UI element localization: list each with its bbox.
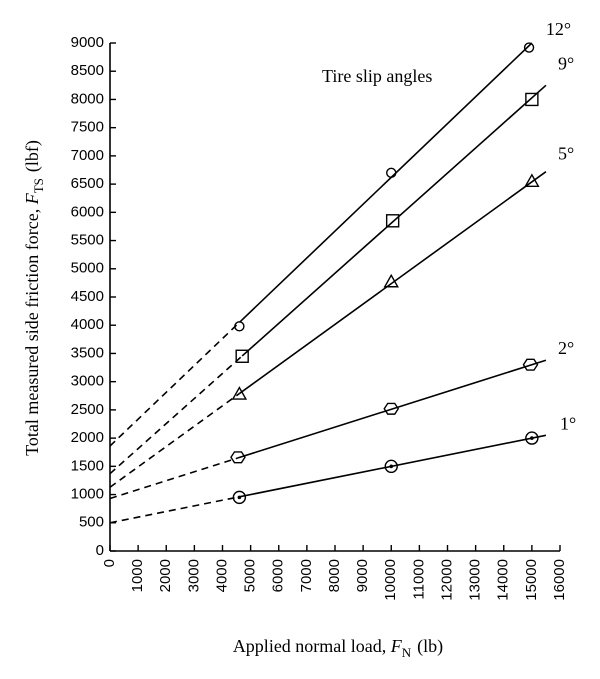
y-tick-label: 4000	[71, 316, 104, 333]
extrapolation-line	[109, 392, 240, 488]
extrapolation-line	[109, 496, 240, 524]
plot-area: 12° 9° 5° 2° 1°	[109, 19, 576, 524]
data-point	[525, 92, 539, 107]
series-label: 9°	[558, 53, 574, 73]
x-tick-label: 1000	[129, 559, 146, 592]
x-axis-label-unit: (lb)	[417, 636, 443, 657]
y-axis-label-prefix: Total measured side friction force,	[22, 209, 42, 456]
y-tick-label: 7000	[71, 147, 104, 164]
y-tick-label: 7500	[71, 119, 104, 136]
series-label: 2°	[558, 338, 574, 358]
y-tick-label: 5000	[71, 260, 104, 277]
x-tick-label: 9000	[354, 559, 371, 592]
data-point-center	[530, 436, 534, 440]
data-point	[234, 321, 245, 332]
x-axis-label-var: F	[390, 636, 403, 656]
series-label: 1°	[560, 413, 576, 433]
data-point	[524, 173, 540, 187]
series-4: 2°	[109, 338, 574, 500]
y-tick-label: 3500	[71, 344, 104, 361]
fit-line	[237, 359, 547, 459]
series-1: 12°	[109, 19, 571, 447]
axes: 0 500 1000 1500 2000 2500 3000 3500 4000 4500 5000…	[71, 34, 568, 601]
y-axis-label: Total measured side friction force, FTS (…	[22, 140, 46, 456]
x-tick-label: 6000	[270, 559, 287, 592]
y-tick-label: 2500	[71, 401, 104, 418]
data-point	[384, 459, 398, 474]
x-tick-label: 0	[101, 559, 118, 567]
data-point	[383, 273, 399, 288]
y-axis-label-sub: TS	[31, 178, 46, 193]
data-point	[383, 402, 400, 415]
x-tick-label: 3000	[185, 559, 202, 592]
fit-line	[238, 42, 533, 324]
y-tick-label: 0	[96, 542, 104, 559]
data-point	[525, 431, 539, 445]
legend-title: Tire slip angles	[322, 66, 432, 86]
y-tick-label: 4500	[71, 288, 104, 305]
y-tick-label: 1500	[71, 457, 104, 474]
y-tick-label: 9000	[71, 34, 104, 51]
y-tick-label: 3000	[71, 373, 104, 390]
x-tick-label: 13000	[467, 559, 484, 601]
y-tick-label: 500	[79, 514, 104, 531]
extrapolation-line	[109, 457, 239, 500]
series-5: 1°	[109, 413, 576, 524]
fit-line	[238, 171, 547, 395]
y-tick-label: 6000	[71, 203, 104, 220]
y-tick-label: 8000	[71, 90, 104, 107]
y-axis-label-unit: (lbf)	[22, 140, 43, 172]
fit-line	[241, 84, 547, 357]
x-tick-label: 2000	[157, 559, 174, 592]
series-label: 12°	[546, 19, 571, 39]
x-tick-label: 12000	[438, 559, 455, 601]
data-point	[522, 358, 539, 371]
y-tick-label: 6500	[71, 175, 104, 192]
series-2: 9°	[109, 53, 574, 475]
x-tick-label: 15000	[523, 559, 540, 601]
series-3: 5°	[109, 144, 574, 488]
data-point-center	[389, 464, 394, 469]
x-axis-label: Applied normal load, FN (lb)	[233, 636, 443, 660]
x-tick-label: 7000	[298, 559, 315, 592]
x-axis-label-prefix: Applied normal load,	[233, 636, 386, 656]
y-tick-label: 1000	[71, 486, 104, 503]
y-tick-label: 8500	[71, 62, 104, 79]
y-tick-label: 2000	[71, 429, 104, 446]
x-tick-label: 8000	[326, 559, 343, 592]
x-tick-label: 5000	[242, 559, 259, 592]
x-tick-label: 10000	[382, 559, 399, 601]
extrapolation-line	[109, 355, 243, 475]
data-point	[235, 349, 249, 363]
y-axis-label-var: F	[22, 192, 42, 205]
x-tick-label: 4000	[213, 559, 230, 592]
data-point	[232, 490, 247, 505]
data-point	[386, 167, 397, 179]
data-point	[523, 42, 535, 53]
data-point	[385, 214, 400, 228]
data-point	[230, 451, 246, 464]
series-label: 5°	[558, 144, 574, 164]
data-point-center	[237, 495, 242, 500]
x-tick-label: 16000	[551, 559, 568, 601]
x-axis-label-sub: N	[402, 645, 412, 660]
x-tick-label: 11000	[410, 559, 427, 600]
data-point	[231, 386, 248, 400]
y-tick-label: 5500	[71, 232, 104, 249]
extrapolation-line	[109, 321, 240, 447]
x-tick-label: 14000	[495, 559, 512, 601]
